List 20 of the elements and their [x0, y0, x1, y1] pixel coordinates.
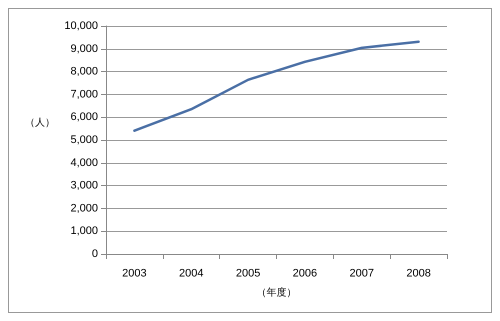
x-axis-title: （年度） — [256, 286, 296, 298]
y-tick-label: 0 — [92, 248, 98, 260]
x-tick-label: 2005 — [236, 268, 260, 280]
y-tick-label: 6,000 — [70, 111, 98, 124]
x-tick-label: 2004 — [179, 268, 204, 280]
y-tick-label: 2,000 — [70, 202, 98, 214]
line-series — [133, 40, 420, 132]
x-tick-label: 2007 — [350, 268, 374, 280]
x-tick-label: 2006 — [292, 268, 318, 280]
y-tick-label: 10,000 — [64, 20, 98, 32]
y-tick-label: 8,000 — [70, 66, 98, 78]
y-tick-label: 3,000 — [70, 180, 98, 192]
y-axis-title: （人） — [25, 118, 55, 128]
y-tick-label: 4,000 — [70, 156, 98, 169]
y-tick-label: 7,000 — [70, 88, 98, 100]
y-tick-label: 1,000 — [70, 225, 98, 238]
y-tick-label: 9,000 — [70, 42, 98, 55]
y-tick-label: 5,000 — [70, 134, 98, 146]
x-tick-label: 2003 — [122, 268, 147, 280]
x-tick-label: 2008 — [406, 268, 431, 280]
